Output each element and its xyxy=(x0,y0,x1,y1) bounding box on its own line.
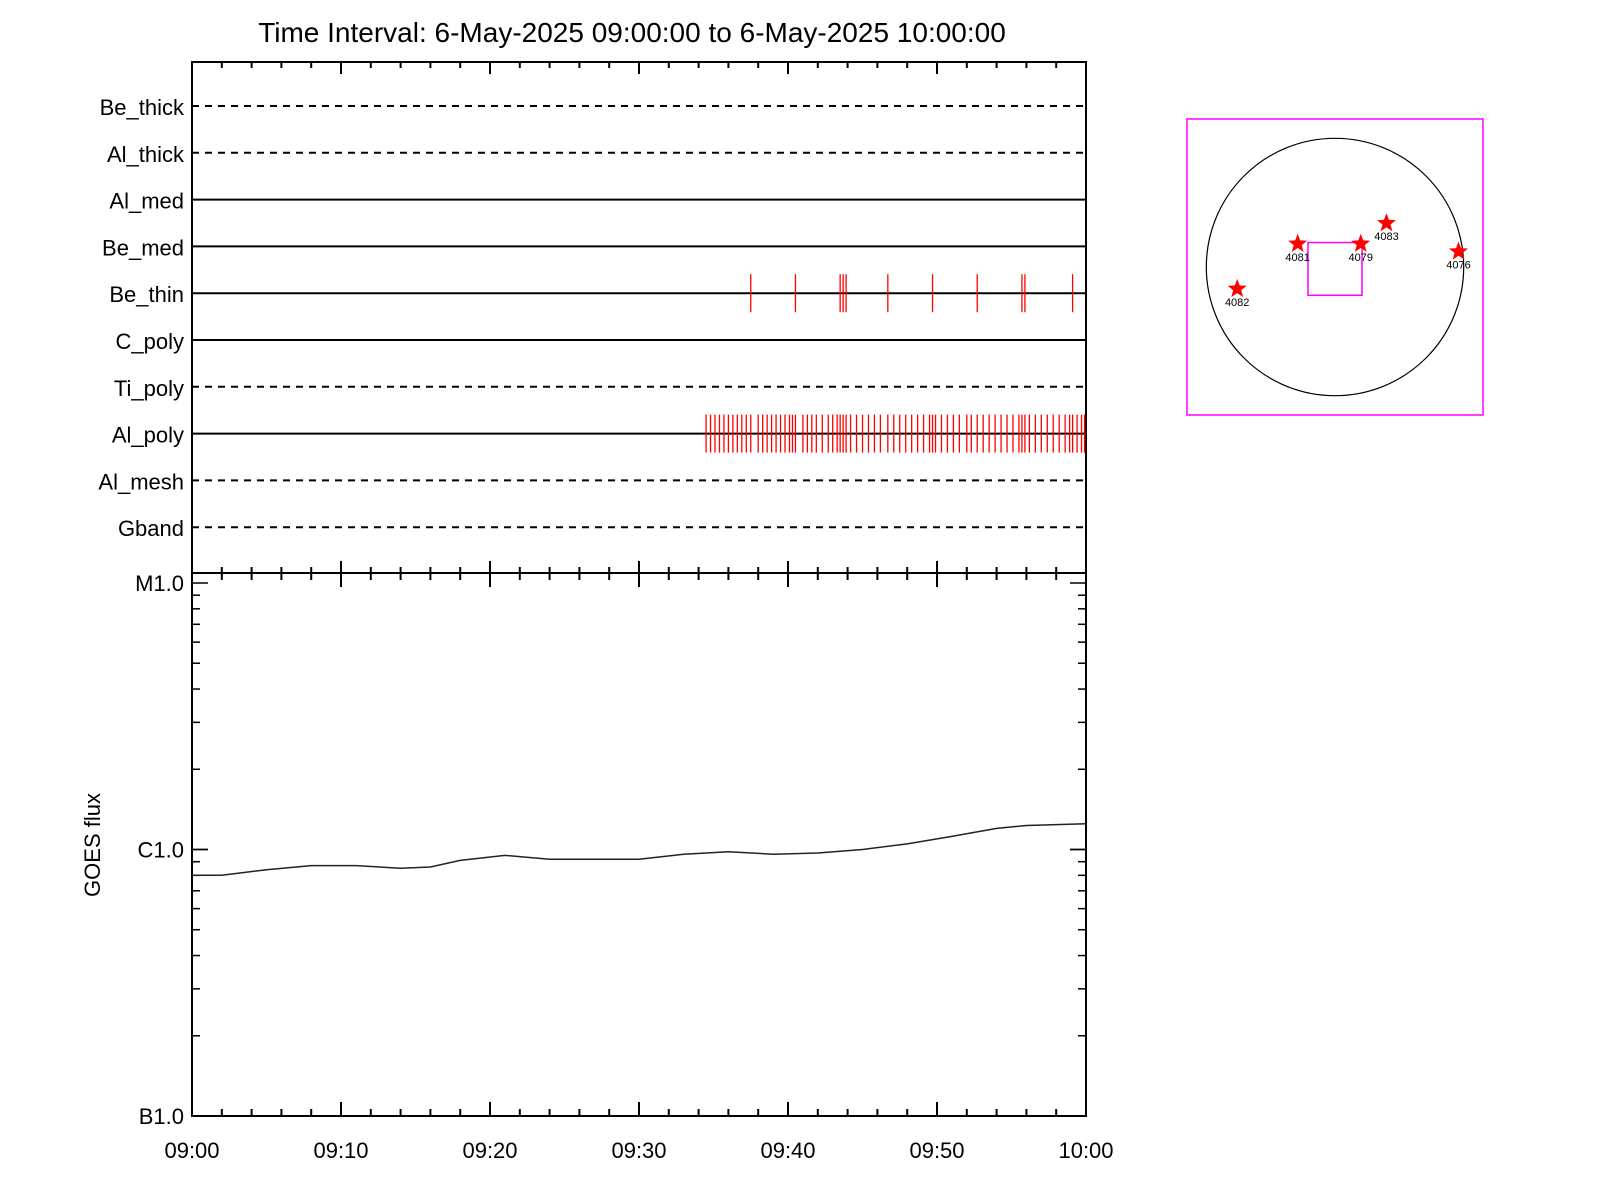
active-region-label: 4082 xyxy=(1225,297,1249,309)
goes-flux-series xyxy=(192,822,1087,877)
row-label: Be_thin xyxy=(109,282,184,307)
x-tick-label: 09:10 xyxy=(313,1138,368,1163)
x-tick-label: 09:00 xyxy=(164,1138,219,1163)
active-region-label: 4083 xyxy=(1374,231,1398,243)
row-label: Be_thick xyxy=(100,95,185,120)
row-label: Al_thick xyxy=(107,142,185,167)
active-region-star-icon xyxy=(1288,233,1308,252)
chart-title: Time Interval: 6-May-2025 09:00:00 to 6-… xyxy=(258,17,1006,48)
y-tick-label: C1.0 xyxy=(138,838,184,863)
active-region-star-icon xyxy=(1449,241,1469,260)
active-region-label: 4081 xyxy=(1285,252,1309,264)
solar-disk xyxy=(1205,137,1465,397)
active-region-star-icon xyxy=(1351,233,1371,252)
map-frame xyxy=(1186,118,1484,416)
goes-flux-panel: B1.0 C1.0 M1.0 09:00 09:10 09:20 09:30 09:40 09:… xyxy=(80,571,1114,1163)
x-tick-label: 10:00 xyxy=(1058,1138,1113,1163)
y-tick-label: B1.0 xyxy=(139,1104,184,1129)
fov-box xyxy=(1307,241,1363,297)
active-region-star-icon xyxy=(1227,278,1247,297)
row-label: Al_poly xyxy=(112,423,184,448)
x-tick-label: 09:40 xyxy=(760,1138,815,1163)
goes-frame xyxy=(191,572,1087,1117)
filter-timeline-panel: Be_thick Al_thick Al_med Be_med Be_thin C_pol… xyxy=(98,61,1087,574)
row-label: C_poly xyxy=(116,329,184,354)
row-label: Al_mesh xyxy=(98,469,184,494)
row-label: Be_med xyxy=(102,235,184,260)
row-label: Gband xyxy=(118,516,184,541)
active-region-star-icon xyxy=(1377,213,1396,232)
x-tick-label: 09:30 xyxy=(611,1138,666,1163)
row-label: Al_med xyxy=(109,189,184,214)
active-region-label: 4079 xyxy=(1348,252,1372,264)
y-tick-label: M1.0 xyxy=(135,571,184,596)
x-tick-label: 09:50 xyxy=(909,1138,964,1163)
y-axis-label: GOES flux xyxy=(80,793,105,897)
row-label: Ti_poly xyxy=(114,376,184,401)
x-tick-label: 09:20 xyxy=(462,1138,517,1163)
active-region-label: 4076 xyxy=(1446,260,1470,272)
timeline-frame xyxy=(191,61,1087,574)
